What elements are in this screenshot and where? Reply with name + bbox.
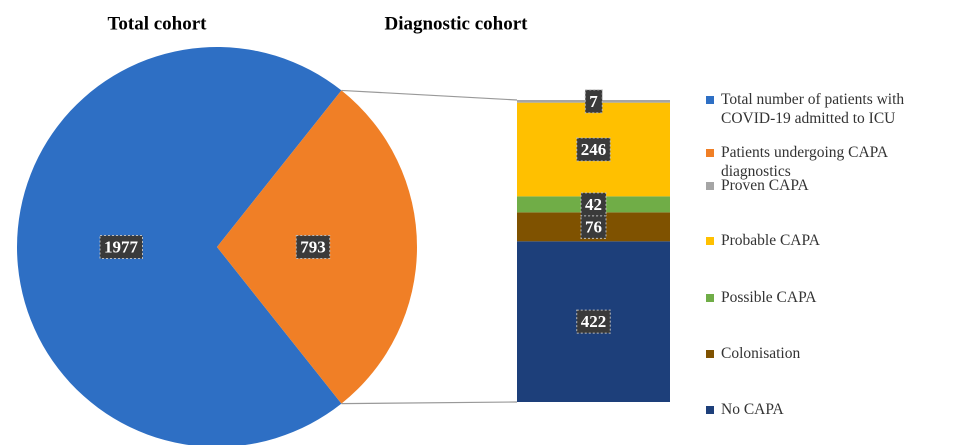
legend-item: No CAPA [706,400,951,419]
bar-title: Diagnostic cohort [384,13,528,34]
legend-item: Probable CAPA [706,231,951,250]
data-label-box [295,235,331,259]
legend-label: Proven CAPA [721,177,809,194]
legend-swatch [706,350,714,358]
data-label-group: 76 [580,214,607,239]
legend-swatch [706,182,714,190]
data-label: 7 [589,92,598,111]
data-label: 1977 [104,238,139,257]
legend-label: Patients undergoing CAPA diagnostics [721,144,888,180]
legend-label: Possible CAPA [721,289,817,306]
data-label: 76 [585,217,602,236]
legend-swatch [706,237,714,245]
legend-swatch [706,294,714,302]
data-label: 422 [581,312,607,331]
legend-swatch [706,149,714,157]
legend-item: Possible CAPA [706,288,951,307]
data-label-box [576,309,611,334]
legend-swatch [706,96,714,104]
legend-item: Total number of patients with COVID-19 a… [706,90,951,128]
pie-title: Total cohort [107,13,207,34]
data-label: 246 [581,140,607,159]
data-label-box [576,137,611,162]
data-label-box [580,192,607,217]
legend-item: Proven CAPA [706,176,951,195]
pie-slice [17,47,342,445]
legend-label: Colonisation [721,345,801,362]
legend-swatch [706,406,714,414]
connector-line [341,401,518,405]
legend-label: No CAPA [721,401,784,418]
legend-label: Total number of patients with COVID-19 a… [721,91,905,127]
data-label-group: 1977 [99,235,143,259]
connector-line [341,89,518,101]
legend-item: Colonisation [706,344,951,363]
data-label-group: 422 [576,309,611,334]
data-label-box [99,235,143,259]
data-label: 793 [300,238,326,257]
data-label-group: 793 [295,235,331,259]
data-label: 42 [585,195,602,214]
data-label-group: 42 [580,192,607,217]
legend-item: Patients undergoing CAPA diagnostics [706,143,951,181]
legend-label: Probable CAPA [721,232,820,249]
data-label-group: 246 [576,137,611,162]
data-label-box [584,89,603,114]
data-label-group: 7 [584,89,603,114]
